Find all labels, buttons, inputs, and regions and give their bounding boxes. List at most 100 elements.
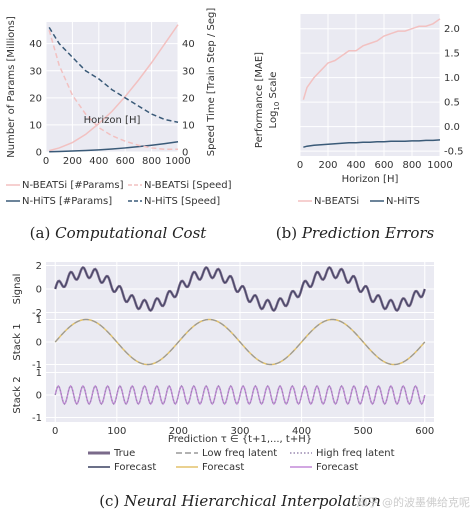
caption-b: (b) Prediction Errors [276, 224, 435, 242]
lines-a [48, 24, 179, 153]
y-right-ticks-a: 0 10 20 30 40 [182, 39, 195, 158]
x-tick-label: 200 [169, 426, 188, 437]
legend-label: N-BEATSi [Speed] [144, 180, 232, 191]
legend-label: Forecast [316, 462, 358, 473]
x-tick-label: 600 [374, 160, 393, 171]
subplots-c: -2 0 2 Signal -1 0 1 Stack 1 -1 0 1 Stack 2 0 100 200 3… [12, 261, 434, 437]
x-tick-label: 0 [43, 156, 49, 167]
y-tick-label: 0.5 [444, 98, 460, 109]
series-line-high-freq-latent [54, 385, 426, 405]
y-left-ticks-a: 0 10 20 30 40 [29, 39, 42, 158]
plot-area-a [46, 22, 178, 152]
x-tick-label: 800 [142, 156, 161, 167]
caption-b-title: Prediction Errors [301, 224, 435, 242]
subplot-signal: -2 0 2 Signal [12, 261, 434, 319]
y-ticks-b: -0.5 0.0 0.5 1.0 1.5 2.0 [444, 24, 464, 157]
ylabel-left-a: Number of Params [Millions] [6, 16, 17, 158]
caption-b-label: (b) [276, 224, 297, 242]
y-tick-label: 0 [36, 285, 42, 296]
y-right-tick-label: 30 [182, 66, 195, 77]
grid-b [299, 14, 441, 156]
x-tick-label: 100 [107, 426, 126, 437]
series-line-n-beatsi-params- [48, 24, 179, 152]
plot-area-b [300, 14, 440, 156]
y-tick-label: 1 [36, 315, 42, 326]
x-ticks-a: 0 200 400 600 800 1000 [43, 156, 191, 167]
panel-a-computational-cost: 0 200 400 600 800 1000 0 10 20 30 40 0 10 20 30 40 Ho… [6, 8, 232, 242]
y-tick-label: -1 [32, 360, 42, 371]
series-line-n-beatsi-speed- [48, 29, 178, 151]
ylabel-b-line1: Performance [MAE] [254, 52, 265, 148]
y-tick-label: -0.5 [444, 147, 464, 158]
x-tick-label: 1000 [165, 156, 190, 167]
x-tick-label: 1000 [427, 160, 452, 171]
xlabel-b: Horizon [H] [342, 174, 399, 185]
y-right-tick-label: 40 [182, 39, 195, 50]
caption-c: (c) Neural Hierarchical Interpolation [99, 492, 381, 510]
y-tick-label: 2 [36, 261, 42, 272]
x-tick-label: 200 [318, 160, 337, 171]
x-tick-label: 200 [63, 156, 82, 167]
grid-a [45, 22, 179, 153]
series-line-n-hits-speed- [48, 27, 179, 123]
x-tick-label: 0 [52, 426, 58, 437]
x-tick-label: 0 [297, 160, 303, 171]
legend-b: N-BEATSi N-HiTS [298, 196, 420, 207]
subplot-ylabel: Signal [12, 274, 23, 305]
x-tick-label: 400 [292, 426, 311, 437]
caption-a: (a) Computational Cost [30, 224, 208, 242]
series-line-n-hits-params- [49, 140, 179, 153]
legend-label: Forecast [202, 462, 244, 473]
x-tick-label: 500 [354, 426, 373, 437]
y-left-tick-label: 40 [29, 39, 42, 50]
series-line-n-beatsi [302, 18, 441, 100]
ylabel-right-a: Speed Time [Train Step / Seg] [206, 8, 217, 157]
legend-label: N-HiTS [#Params] [22, 196, 112, 207]
y-tick-label: 1.0 [444, 73, 460, 84]
y-left-tick-label: 20 [29, 93, 42, 104]
x-tick-label: 800 [402, 160, 421, 171]
series-line-low-freq-latent [54, 318, 426, 366]
y-tick-label: -1 [32, 413, 42, 424]
y-tick-label: 0 [36, 338, 42, 349]
y-tick-label: 1.5 [444, 49, 460, 60]
y-right-tick-label: 0 [182, 148, 188, 159]
legend-label: N-HiTS [386, 196, 420, 207]
subplot-stack-1: -1 0 1 Stack 1 [12, 315, 434, 371]
y-tick-label: 0 [36, 391, 42, 402]
watermark: 知乎 @的波墨佛给克呢 [357, 495, 471, 509]
y-tick-label: 1 [36, 368, 42, 379]
x-tick-label: 400 [346, 160, 365, 171]
legend-label: N-BEATSi [314, 196, 359, 207]
legend-label: Low freq latent [202, 448, 277, 459]
subplot-stack-2: -1 0 1 Stack 2 0 100 200 300 400 500 600 [12, 368, 434, 437]
legend-c: True Forecast Low freq latent Forecast High … [88, 448, 395, 473]
series-line-n-hits [303, 139, 441, 148]
series-line-forecast [54, 266, 426, 312]
x-ticks-b: 0 200 400 600 800 1000 [297, 160, 453, 171]
legend-label: N-HiTS [Speed] [144, 196, 220, 207]
subplot-ylabel: Stack 2 [12, 376, 23, 413]
xlabel-c: Prediction τ ∈ {t+1,..., t+H} [168, 434, 312, 445]
y-left-tick-label: 0 [36, 148, 42, 159]
lines-b [302, 18, 441, 148]
y-tick-label: 2.0 [444, 24, 460, 35]
caption-c-label: (c) [99, 492, 119, 510]
caption-c-title: Neural Hierarchical Interpolation [123, 492, 381, 510]
x-tick-label: 400 [89, 156, 108, 167]
y-right-tick-label: 20 [182, 93, 195, 104]
ylabel-b-line2: Log10 Scale [268, 72, 281, 129]
y-tick-label: 0.0 [444, 122, 460, 133]
y-left-tick-label: 10 [29, 120, 42, 131]
caption-a-label: (a) [30, 224, 51, 242]
y-left-tick-label: 30 [29, 66, 42, 77]
legend-label: N-BEATSi [#Params] [22, 180, 124, 191]
legend-label: True [113, 448, 135, 459]
y-right-tick-label: 10 [182, 120, 195, 131]
x-tick-label: 300 [230, 426, 249, 437]
panel-c-neural-hierarchical-interpolation: -2 0 2 Signal -1 0 1 Stack 1 -1 0 1 Stack 2 0 100 200 3… [12, 261, 470, 510]
xlabel-a: Horizon [H] [84, 115, 141, 126]
y-tick-label: -2 [32, 308, 42, 319]
legend-label: High freq latent [316, 448, 395, 459]
